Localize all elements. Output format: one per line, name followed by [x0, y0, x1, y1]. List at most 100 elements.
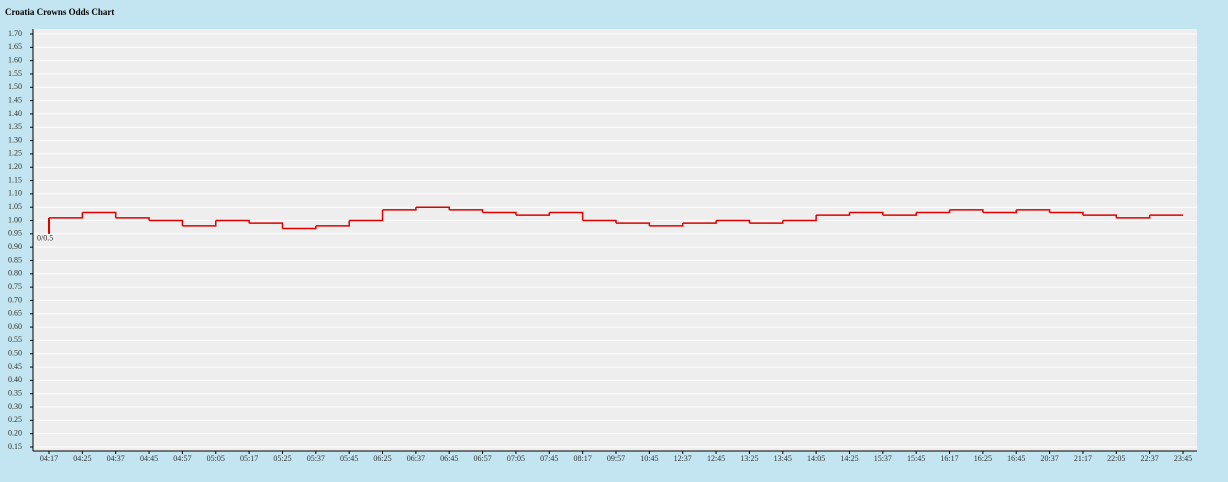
y-tick-label: 0.50 — [8, 349, 22, 358]
step-segment — [415, 206, 450, 210]
y-tick-label: 0.35 — [8, 389, 22, 398]
y-tick-label: 1.50 — [8, 82, 22, 91]
x-tick-label: 16:45 — [1007, 454, 1025, 463]
step-segment — [215, 219, 250, 224]
x-tick-label: 04:45 — [140, 454, 158, 463]
x-tick-label: 22:05 — [1107, 454, 1125, 463]
y-tick-label: 1.65 — [8, 42, 22, 51]
x-tick-label: 08:17 — [574, 454, 592, 463]
step-segment — [82, 211, 117, 218]
y-tick-label: 1.40 — [8, 109, 22, 118]
step-segment — [115, 217, 150, 221]
step-segment — [1116, 215, 1151, 219]
y-tick-label: 1.70 — [8, 29, 22, 38]
x-tick-label: 05:05 — [207, 454, 225, 463]
opening-label: 0/0.5 — [37, 234, 53, 243]
step-segment — [1049, 211, 1084, 216]
x-tick-label: 13:25 — [740, 454, 758, 463]
x-tick-label: 16:17 — [940, 454, 958, 463]
x-tick-label: 05:37 — [307, 454, 325, 463]
y-tick-label: 1.20 — [8, 162, 22, 171]
x-tick-label: 14:05 — [807, 454, 825, 463]
step-segment — [349, 209, 384, 222]
step-segment — [716, 219, 751, 224]
y-tick-label: 0.20 — [8, 429, 22, 438]
x-tick-label: 04:37 — [107, 454, 125, 463]
y-tick-label: 1.25 — [8, 149, 22, 158]
step-segment — [182, 220, 217, 227]
x-tick-label: 12:37 — [674, 454, 692, 463]
y-tick-label: 1.55 — [8, 69, 22, 78]
y-tick-label: 0.55 — [8, 335, 22, 344]
step-segment — [916, 209, 951, 214]
y-tick-label: 0.25 — [8, 415, 22, 424]
x-tick-label: 05:25 — [273, 454, 291, 463]
step-segment — [149, 219, 184, 226]
y-tick-label: 1.35 — [8, 122, 22, 131]
plot-area — [33, 29, 1197, 451]
x-tick-label: 09:57 — [607, 454, 625, 463]
x-tick-label: 14:25 — [840, 454, 858, 463]
x-tick-label: 06:45 — [440, 454, 458, 463]
step-segment — [482, 211, 517, 216]
step-segment — [782, 215, 817, 222]
step-segment — [549, 211, 584, 221]
x-tick-label: 23:45 — [1174, 454, 1192, 463]
x-tick-label: 20:37 — [1040, 454, 1058, 463]
x-tick-label: 05:45 — [340, 454, 358, 463]
step-segment — [515, 212, 551, 216]
x-tick-label: 10:45 — [640, 454, 658, 463]
x-tick-label: 04:17 — [40, 454, 58, 463]
step-segment — [882, 212, 917, 216]
step-segment — [315, 220, 350, 227]
x-tick-label: 07:05 — [507, 454, 525, 463]
x-tick-label: 21:17 — [1074, 454, 1092, 463]
x-tick-label: 04:57 — [173, 454, 191, 463]
step-segment — [1016, 209, 1051, 213]
y-tick-label: 1.00 — [8, 215, 22, 224]
step-segment — [582, 219, 617, 224]
y-tick-label: 1.30 — [8, 135, 22, 144]
step-segment — [616, 222, 651, 226]
step-segment — [49, 212, 84, 219]
y-tick-label: 1.45 — [8, 95, 22, 104]
x-tick-label: 06:37 — [407, 454, 425, 463]
step-segment — [749, 220, 784, 224]
y-tick-label: 0.40 — [8, 375, 22, 384]
x-tick-label: 07:45 — [540, 454, 558, 463]
y-tick-label: 0.60 — [8, 322, 22, 331]
y-tick-label: 0.70 — [8, 295, 22, 304]
step-segment — [849, 211, 884, 216]
x-tick-label: 15:45 — [907, 454, 925, 463]
x-tick-label: 16:25 — [974, 454, 992, 463]
y-tick-label: 1.10 — [8, 189, 22, 198]
y-tick-label: 0.95 — [8, 229, 22, 238]
x-tick-label: 15:37 — [874, 454, 892, 463]
y-tick-label: 1.05 — [8, 202, 22, 211]
x-tick-label: 13:45 — [774, 454, 792, 463]
x-tick-label: 04:25 — [73, 454, 91, 463]
step-segment — [282, 225, 317, 230]
y-tick-label: 0.85 — [8, 255, 22, 264]
y-tick-label: 0.80 — [8, 269, 22, 278]
step-segment — [449, 209, 484, 213]
x-tick-label: 06:57 — [473, 454, 491, 463]
y-tick-label: 1.60 — [8, 55, 22, 64]
y-tick-label: 0.75 — [8, 282, 22, 291]
y-tick-label: 0.30 — [8, 402, 22, 411]
x-tick-label: 22:37 — [1141, 454, 1159, 463]
y-tick-label: 0.90 — [8, 242, 22, 251]
step-segment — [682, 220, 717, 224]
y-tick-label: 1.15 — [8, 175, 22, 184]
x-tick-label: 06:25 — [373, 454, 391, 463]
y-tick-label: 0.15 — [8, 442, 22, 451]
step-segment — [649, 223, 684, 227]
x-tick-label: 12:45 — [707, 454, 725, 463]
step-segment — [1082, 214, 1118, 218]
step-segment — [982, 209, 1017, 214]
step-segment — [816, 212, 851, 216]
y-tick-label: 0.65 — [8, 309, 22, 318]
chart-title: Croatia Crowns Odds Chart — [5, 7, 114, 17]
step-segment — [949, 209, 984, 213]
